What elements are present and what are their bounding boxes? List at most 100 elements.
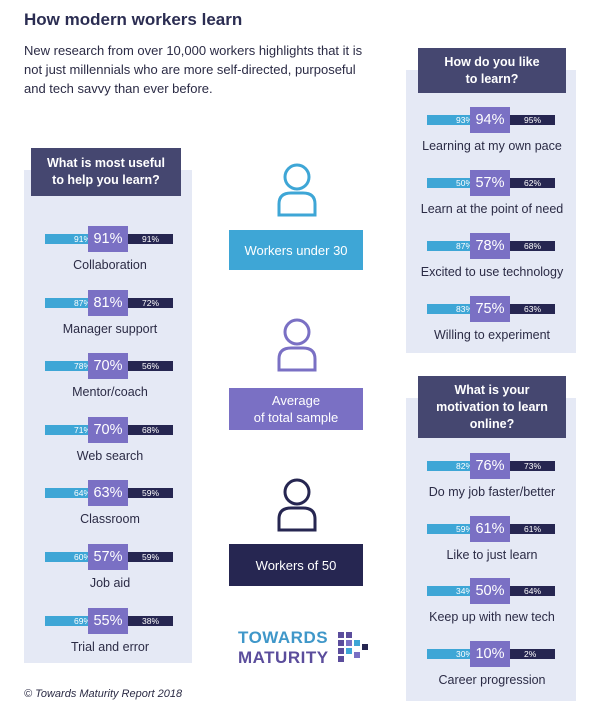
under30-value: 78% — [73, 361, 91, 372]
over50-bar: 72% — [128, 297, 173, 308]
over50-bar: 68% — [128, 424, 173, 435]
over50-value: 73% — [524, 461, 542, 471]
stat-label: Manager support — [62, 321, 158, 336]
person-icon — [277, 478, 317, 532]
over50-bar: 73% — [510, 461, 555, 471]
stat-row: 82% 73% 76% Do my job faster/better — [427, 452, 593, 504]
under30-bar: 71% — [45, 424, 95, 435]
under30-bar: 78% — [45, 361, 95, 372]
average-value: 50% — [470, 578, 510, 604]
legend-under30: Workers under 30 — [229, 230, 363, 270]
under30-bar: 87% — [427, 241, 477, 251]
legend-average: Average of total sample — [229, 388, 363, 430]
under30-value: 60% — [73, 552, 91, 562]
under30-bar: 59% — [427, 523, 477, 534]
over50-bar: 59% — [128, 488, 173, 499]
average-value: 70% — [88, 416, 128, 443]
stat-label: Classroom — [80, 512, 140, 527]
over50-bar: 63% — [510, 304, 555, 314]
under30-bar: 60% — [45, 552, 95, 562]
copyright-footer: © Towards Maturity Report 2018 — [24, 688, 183, 700]
stat-row: 34% 64% 50% Keep up with new tech — [427, 577, 593, 629]
under30-value: 59% — [455, 523, 473, 534]
stat-label: Excited to use technology — [420, 265, 564, 279]
useful-panel-heading: What is most useful to help you learn? — [31, 148, 181, 196]
average-value: 78% — [470, 233, 510, 259]
motivation-panel-heading: What is your motivation to learn online? — [418, 376, 566, 438]
over50-value: 63% — [524, 304, 542, 314]
over50-bar: 91% — [128, 234, 173, 244]
over50-value: 59% — [142, 488, 160, 499]
over50-value: 72% — [142, 297, 160, 308]
legend-over50: Workers of 50 — [229, 544, 363, 586]
stat-row: 59% 61% 61% Like to just learn — [427, 515, 593, 567]
under30-value: 69% — [73, 615, 91, 626]
person-icon — [277, 163, 317, 217]
stat-row: 87% 68% 78% Excited to use technology — [421, 232, 593, 284]
over50-value: 95% — [524, 115, 542, 125]
stat-label: Learning at my own pace — [422, 139, 562, 153]
under30-bar: 50% — [427, 178, 477, 188]
stat-label: Web search — [76, 448, 144, 463]
page-title: How modern workers learn — [24, 10, 243, 29]
average-value: 57% — [88, 544, 128, 570]
stat-label: Keep up with new tech — [429, 610, 555, 624]
average-value: 70% — [88, 353, 128, 380]
under30-bar: 82% — [427, 461, 477, 471]
over50-value: 68% — [142, 424, 160, 435]
over50-bar: 62% — [510, 178, 555, 188]
under30-value: 30% — [455, 648, 473, 659]
over50-value: 2% — [524, 648, 537, 659]
average-value: 61% — [470, 515, 510, 542]
logo-line2: MATURITY — [238, 648, 329, 667]
stat-row: 91% 91% 91% Collaboration — [45, 225, 211, 277]
stat-label: Learn at the point of need — [420, 202, 564, 216]
over50-bar: 38% — [128, 615, 173, 626]
over50-value: 64% — [524, 586, 542, 596]
stat-row: 71% 68% 70% Web search — [45, 416, 211, 468]
average-value: 81% — [88, 289, 128, 316]
over50-value: 91% — [142, 234, 160, 244]
under30-value: 93% — [455, 115, 473, 125]
logo-line1: TOWARDS — [238, 628, 329, 647]
under30-bar: 64% — [45, 488, 95, 499]
under30-bar: 34% — [427, 586, 477, 596]
under30-value: 91% — [73, 234, 91, 244]
stat-row: 87% 72% 81% Manager support — [45, 289, 211, 341]
under30-value: 87% — [455, 241, 473, 251]
over50-value: 56% — [142, 361, 160, 372]
under30-value: 71% — [73, 424, 91, 435]
stat-row: 78% 56% 70% Mentor/coach — [45, 352, 211, 404]
stat-label: Mentor/coach — [72, 385, 148, 400]
over50-value: 59% — [142, 552, 160, 562]
average-value: 94% — [470, 107, 510, 133]
stat-row: 60% 59% 57% Job aid — [45, 543, 211, 595]
over50-bar: 2% — [510, 648, 555, 659]
stat-row: 50% 62% 57% Learn at the point of need — [421, 169, 593, 221]
average-value: 75% — [470, 296, 510, 322]
stat-row: 83% 63% 75% Willing to experiment — [427, 295, 593, 347]
average-value: 57% — [470, 170, 510, 196]
over50-value: 38% — [142, 615, 160, 626]
under30-bar: 30% — [427, 648, 477, 659]
over50-bar: 56% — [128, 361, 173, 372]
over50-bar: 64% — [510, 586, 555, 596]
stat-label: Career progression — [438, 672, 546, 687]
useful-panel — [24, 170, 192, 663]
towards-maturity-logo: TOWARDS MATURITY — [238, 628, 388, 672]
stat-label: Like to just learn — [446, 547, 538, 562]
over50-bar: 61% — [510, 523, 555, 534]
stat-label: Do my job faster/better — [428, 485, 556, 499]
person-icon — [277, 318, 317, 372]
stat-row: 69% 38% 55% Trial and error — [45, 607, 211, 659]
average-value: 91% — [88, 226, 128, 252]
over50-value: 61% — [524, 523, 542, 534]
stat-label: Job aid — [89, 576, 131, 590]
stat-label: Willing to experiment — [433, 328, 550, 342]
stat-row: 64% 59% 63% Classroom — [45, 479, 211, 531]
average-value: 10% — [470, 640, 510, 667]
under30-value: 50% — [455, 178, 473, 188]
over50-bar: 59% — [128, 552, 173, 562]
under30-value: 34% — [455, 586, 473, 596]
stat-row: 93% 95% 94% Learning at my own pace — [422, 106, 593, 158]
